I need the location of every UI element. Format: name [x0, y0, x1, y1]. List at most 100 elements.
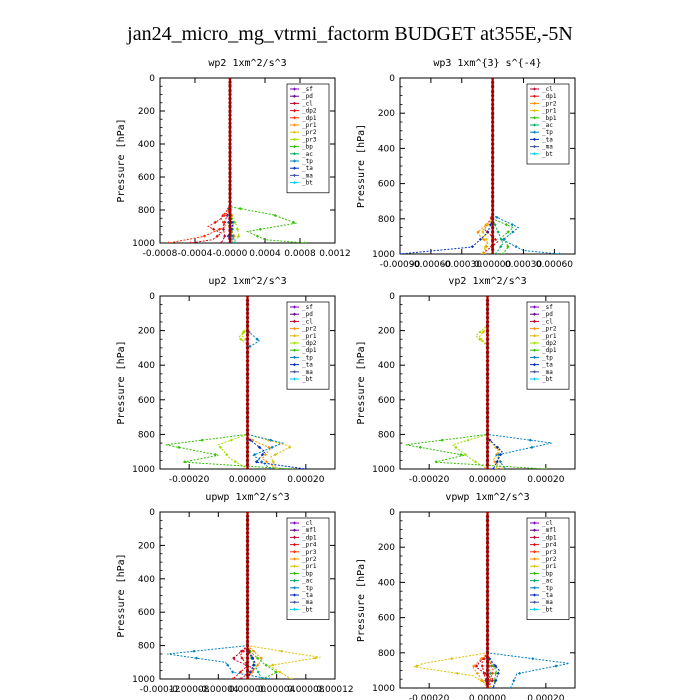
series-line: [482, 78, 499, 254]
series-marker: [484, 679, 488, 683]
zero-line-marker: [485, 664, 490, 668]
legend-label: _pr1: [302, 122, 317, 129]
zero-line-marker: [245, 631, 250, 635]
legend-label: _pr1: [542, 563, 557, 570]
legend-marker: [292, 564, 297, 568]
series-marker: [278, 670, 282, 674]
x-tick-label: 0.0008: [284, 249, 316, 259]
zero-line-marker: [485, 428, 490, 432]
series-marker: [474, 664, 479, 668]
y-tick-label: 800: [378, 649, 395, 659]
series-marker: [251, 649, 256, 653]
series-marker: [528, 438, 532, 442]
legend-marker: [532, 557, 537, 561]
series-marker: [511, 230, 515, 234]
legend-label: _ta: [302, 362, 313, 369]
zero-line-marker: [245, 560, 250, 564]
y-tick-label: 800: [138, 206, 155, 216]
zero-line-marker: [228, 208, 232, 212]
zero-line-marker: [228, 229, 232, 233]
y-axis-label: Pressure [hPa]: [116, 553, 127, 637]
series-marker: [233, 220, 237, 224]
y-tick-label: 400: [378, 578, 395, 588]
zero-line-marker: [485, 611, 490, 615]
zero-line-marker: [491, 239, 495, 243]
zero-line-marker: [485, 642, 490, 646]
series-marker: [554, 664, 558, 668]
legend-label: _pr2: [302, 129, 317, 136]
legend-marker: [532, 564, 537, 568]
series-marker: [488, 223, 493, 227]
legend-marker: [532, 327, 537, 331]
legend-marker: [532, 319, 537, 323]
legend-marker: [292, 123, 297, 127]
legend-label: _bt: [542, 606, 553, 613]
legend-label: _pr1: [302, 333, 317, 340]
series-line: [247, 512, 263, 679]
series-marker: [483, 245, 488, 249]
zero-line-marker: [245, 585, 250, 589]
series-marker: [221, 227, 226, 231]
zero-line-marker: [491, 107, 495, 111]
series-marker: [504, 223, 508, 227]
legend-label: _dp1: [302, 347, 317, 354]
series-marker: [454, 445, 458, 449]
series-marker: [481, 330, 485, 334]
series-marker: [478, 330, 482, 334]
zero-line-marker: [485, 320, 490, 324]
series-line: [232, 512, 256, 679]
series-group: [400, 78, 562, 254]
zero-line-marker: [485, 350, 490, 354]
panel-title: vp2 1xm^2/s^3: [448, 276, 526, 287]
legend-label: _dp1: [542, 534, 557, 541]
zero-line-marker: [228, 224, 232, 229]
zero-line-marker: [228, 220, 232, 224]
legend-label: _ta: [302, 592, 313, 599]
zero-line-marker: [485, 660, 490, 664]
legend-label: _dp2: [302, 108, 317, 115]
legend: _sf_pd_cl_pr2_pr1_dp2_dp1_tp_ta_ma_bt: [286, 301, 330, 390]
legend-marker: [292, 341, 297, 345]
zero-line-marker: [245, 441, 250, 445]
series-marker: [304, 467, 308, 469]
zero-line-marker: [491, 102, 495, 106]
zero-line-marker: [245, 389, 250, 393]
zero-line-marker: [485, 307, 490, 311]
zero-line-marker: [491, 230, 495, 234]
zero-line-marker: [245, 656, 250, 660]
series-marker: [189, 241, 193, 243]
zero-line-marker: [485, 545, 490, 549]
y-tick-label: 200: [138, 541, 155, 551]
series-marker: [238, 677, 242, 679]
series-marker: [500, 467, 504, 469]
zero-line-marker: [228, 80, 232, 84]
legend-marker: [292, 370, 297, 374]
series-marker: [499, 452, 503, 457]
zero-line-marker: [485, 532, 490, 536]
y-tick-label: 600: [378, 396, 395, 406]
zero-line-marker: [491, 138, 495, 142]
zero-line-marker: [245, 428, 250, 432]
legend-label: _mfl: [542, 527, 557, 534]
legend-marker: [532, 341, 537, 345]
zero-line-marker: [245, 437, 250, 441]
x-tick-label: 0.0004: [249, 249, 281, 259]
series-marker: [258, 227, 262, 231]
series-line: [247, 512, 263, 679]
legend-marker: [292, 159, 297, 163]
series-marker: [490, 679, 494, 683]
legend-label: _bp: [302, 144, 313, 151]
y-axis-label: Pressure [hPa]: [356, 340, 367, 424]
zero-line-marker: [245, 593, 250, 598]
zero-line-marker: [245, 539, 250, 543]
series-marker: [241, 649, 246, 653]
legend-marker: [292, 557, 297, 561]
series-marker: [270, 445, 274, 449]
legend-marker: [292, 521, 297, 525]
y-tick-label: 800: [378, 215, 395, 225]
series-marker: [251, 438, 255, 442]
zero-line-marker: [485, 668, 490, 673]
legend-label: _dp1: [542, 347, 557, 354]
legend-marker: [292, 305, 297, 309]
zero-line-marker: [245, 324, 250, 328]
